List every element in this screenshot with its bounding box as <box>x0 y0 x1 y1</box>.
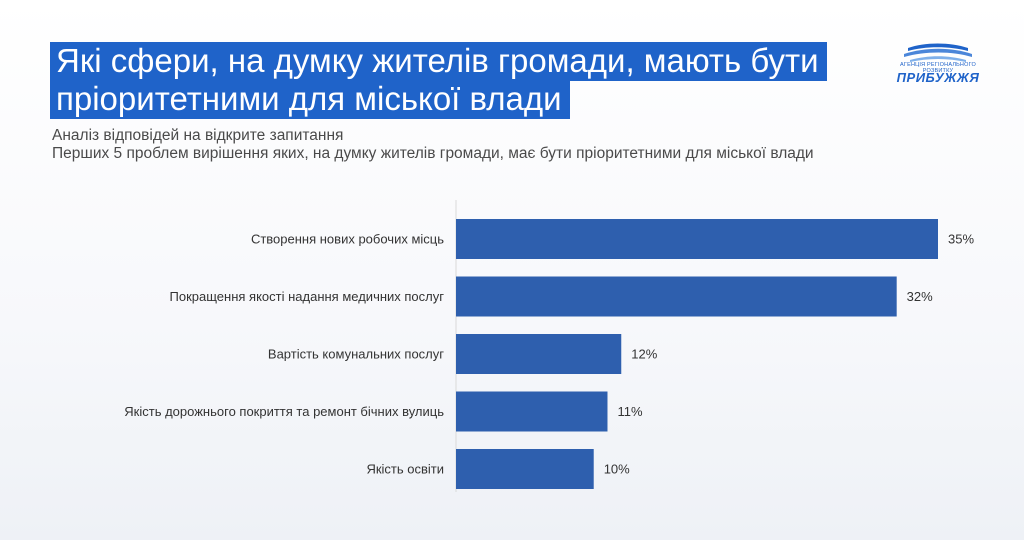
category-label: Якість дорожнього покриття та ремонт біч… <box>124 404 444 419</box>
category-label: Покращення якості надання медичних послу… <box>170 289 445 304</box>
subtitle-line-2: Перших 5 проблем вирішення яких, на думк… <box>52 145 814 162</box>
page-title-line-1: Які сфери, на думку жителів громади, маю… <box>50 42 827 81</box>
page-subtitle: Аналіз відповідей на відкрите запитання … <box>52 127 952 163</box>
value-label: 35% <box>948 232 974 247</box>
page-title: Які сфери, на думку жителів громади, маю… <box>50 42 850 119</box>
category-label: Якість освіти <box>366 462 444 477</box>
category-label: Вартість комунальних послуг <box>268 347 444 362</box>
value-label: 32% <box>907 289 933 304</box>
bar <box>456 334 622 374</box>
category-label: Створення нових робочих місць <box>251 232 444 247</box>
value-label: 11% <box>617 404 642 419</box>
logo-tagline: АГЕНЦІЯ РЕГІОНАЛЬНОГО РОЗВИТКУ <box>900 62 976 74</box>
bar <box>456 276 897 317</box>
logo-name: ПРИБУЖЖЯ <box>896 70 980 85</box>
bar <box>456 449 594 489</box>
subtitle-line-1: Аналіз відповідей на відкрите запитання <box>52 127 344 144</box>
bar <box>456 219 938 259</box>
bar <box>456 391 608 432</box>
page-title-line-2: пріоритетними для міської влади <box>50 80 570 119</box>
waves-logo-icon <box>904 43 972 62</box>
value-label: 10% <box>604 462 630 477</box>
value-label: 12% <box>631 347 657 362</box>
